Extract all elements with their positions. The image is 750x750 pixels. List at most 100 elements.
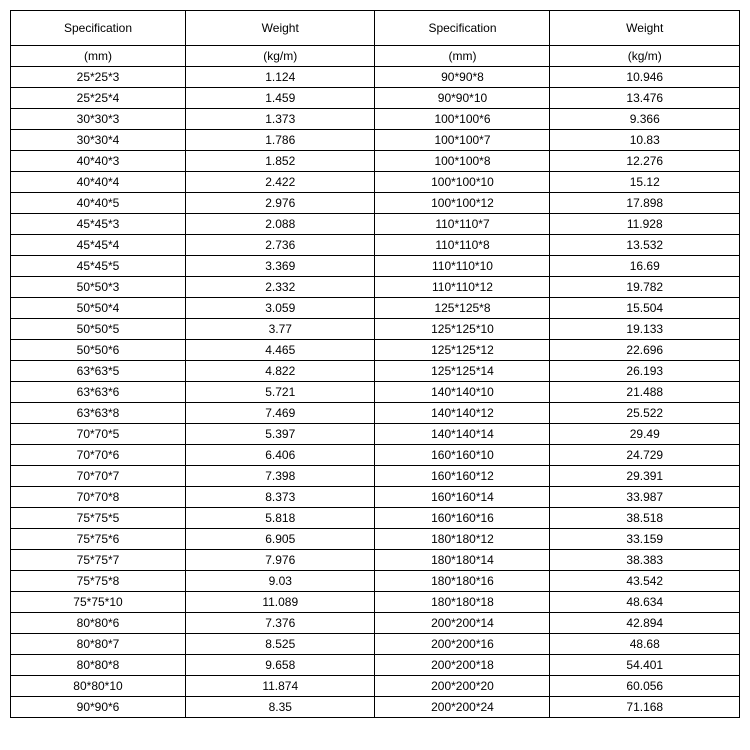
table-cell: 110*110*7 [375,214,550,235]
table-cell: 38.518 [550,508,740,529]
table-cell: 26.193 [550,361,740,382]
table-cell: 13.532 [550,235,740,256]
table-cell: 40*40*4 [11,172,186,193]
table-row: 80*80*78.525200*200*1648.68 [11,634,740,655]
table-row: 25*25*31.12490*90*810.946 [11,67,740,88]
table-row: 50*50*43.059125*125*815.504 [11,298,740,319]
table-cell: 8.373 [186,487,375,508]
table-cell: 12.276 [550,151,740,172]
table-cell: 100*100*6 [375,109,550,130]
table-cell: 42.894 [550,613,740,634]
column-header: Weight [550,11,740,46]
table-cell: 110*110*10 [375,256,550,277]
table-cell: 7.976 [186,550,375,571]
table-cell: 11.874 [186,676,375,697]
table-cell: 5.818 [186,508,375,529]
column-header: Specification [375,11,550,46]
column-unit: (mm) [375,46,550,67]
table-cell: 75*75*10 [11,592,186,613]
table-cell: 1.459 [186,88,375,109]
table-cell: 7.376 [186,613,375,634]
table-cell: 40*40*3 [11,151,186,172]
table-row: 63*63*87.469140*140*1225.522 [11,403,740,424]
table-row: 75*75*89.03180*180*1643.542 [11,571,740,592]
spec-weight-table: Specification Weight Specification Weigh… [10,10,740,718]
table-cell: 200*200*24 [375,697,550,718]
table-cell: 19.782 [550,277,740,298]
table-cell: 5.721 [186,382,375,403]
table-cell: 13.476 [550,88,740,109]
table-header-row: Specification Weight Specification Weigh… [11,11,740,46]
table-cell: 80*80*7 [11,634,186,655]
table-cell: 90*90*8 [375,67,550,88]
table-row: 70*70*55.397140*140*1429.49 [11,424,740,445]
table-row: 40*40*42.422100*100*1015.12 [11,172,740,193]
table-cell: 3.369 [186,256,375,277]
table-cell: 200*200*20 [375,676,550,697]
table-cell: 2.088 [186,214,375,235]
table-cell: 8.35 [186,697,375,718]
table-cell: 100*100*10 [375,172,550,193]
table-row: 40*40*31.852100*100*812.276 [11,151,740,172]
table-cell: 70*70*8 [11,487,186,508]
table-cell: 63*63*8 [11,403,186,424]
table-cell: 140*140*14 [375,424,550,445]
table-row: 90*90*68.35200*200*2471.168 [11,697,740,718]
table-unit-row: (mm) (kg/m) (mm) (kg/m) [11,46,740,67]
table-cell: 4.822 [186,361,375,382]
table-row: 45*45*53.369110*110*1016.69 [11,256,740,277]
table-row: 70*70*88.373160*160*1433.987 [11,487,740,508]
table-cell: 180*180*18 [375,592,550,613]
table-cell: 8.525 [186,634,375,655]
table-cell: 29.49 [550,424,740,445]
table-cell: 63*63*6 [11,382,186,403]
table-row: 40*40*52.976100*100*1217.898 [11,193,740,214]
table-cell: 25*25*4 [11,88,186,109]
table-cell: 160*160*10 [375,445,550,466]
column-header: Weight [186,11,375,46]
column-unit: (mm) [11,46,186,67]
table-cell: 11.089 [186,592,375,613]
table-cell: 48.68 [550,634,740,655]
table-row: 70*70*66.406160*160*1024.729 [11,445,740,466]
table-cell: 38.383 [550,550,740,571]
table-cell: 160*160*16 [375,508,550,529]
table-cell: 200*200*14 [375,613,550,634]
column-unit: (kg/m) [550,46,740,67]
table-row: 75*75*66.905180*180*1233.159 [11,529,740,550]
table-cell: 63*63*5 [11,361,186,382]
table-cell: 100*100*7 [375,130,550,151]
table-cell: 71.168 [550,697,740,718]
table-row: 75*75*1011.089180*180*1848.634 [11,592,740,613]
table-row: 63*63*54.822125*125*1426.193 [11,361,740,382]
table-cell: 50*50*4 [11,298,186,319]
table-cell: 75*75*7 [11,550,186,571]
table-cell: 50*50*5 [11,319,186,340]
table-cell: 2.976 [186,193,375,214]
table-cell: 21.488 [550,382,740,403]
table-cell: 7.469 [186,403,375,424]
table-row: 80*80*1011.874200*200*2060.056 [11,676,740,697]
table-cell: 6.905 [186,529,375,550]
table-row: 70*70*77.398160*160*1229.391 [11,466,740,487]
table-cell: 16.69 [550,256,740,277]
table-row: 50*50*64.465125*125*1222.696 [11,340,740,361]
table-cell: 33.159 [550,529,740,550]
table-cell: 125*125*12 [375,340,550,361]
table-cell: 7.398 [186,466,375,487]
table-cell: 200*200*18 [375,655,550,676]
table-cell: 100*100*12 [375,193,550,214]
table-cell: 6.406 [186,445,375,466]
column-unit: (kg/m) [186,46,375,67]
table-row: 50*50*53.77125*125*1019.133 [11,319,740,340]
table-cell: 9.03 [186,571,375,592]
table-cell: 100*100*8 [375,151,550,172]
table-body: 25*25*31.12490*90*810.94625*25*41.45990*… [11,67,740,718]
table-cell: 11.928 [550,214,740,235]
table-cell: 15.504 [550,298,740,319]
table-cell: 140*140*12 [375,403,550,424]
table-cell: 29.391 [550,466,740,487]
table-row: 30*30*41.786100*100*710.83 [11,130,740,151]
table-cell: 4.465 [186,340,375,361]
table-cell: 160*160*14 [375,487,550,508]
